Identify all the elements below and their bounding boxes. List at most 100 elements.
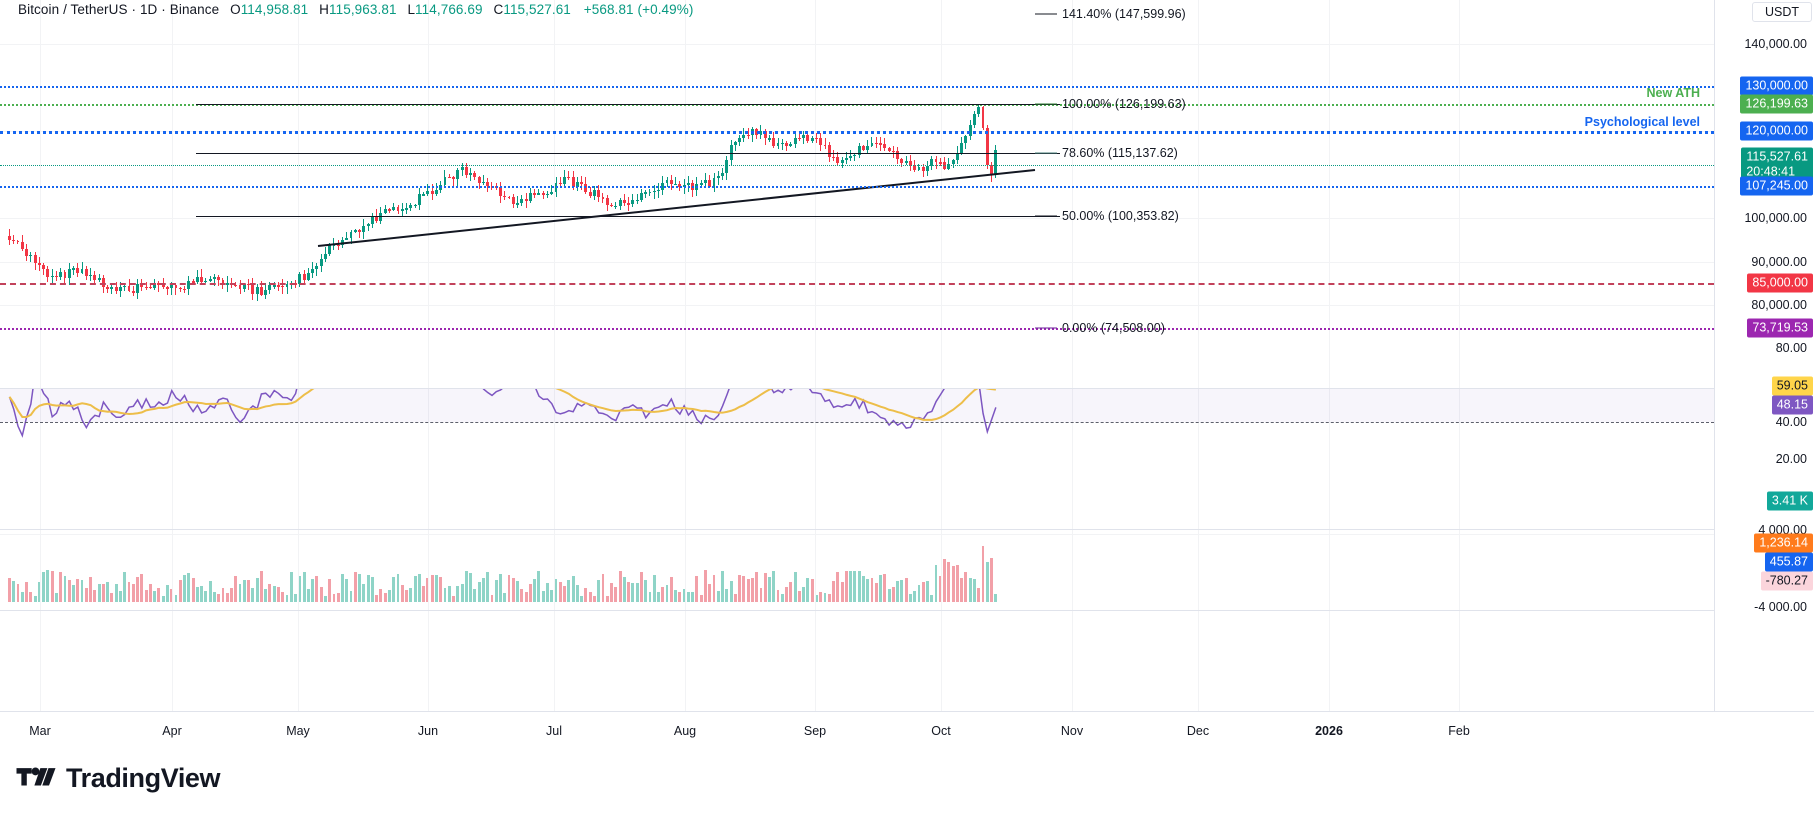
candle-body: [170, 285, 174, 289]
time-axis-label[interactable]: Jul: [546, 724, 562, 738]
candle-body: [148, 287, 152, 289]
candle-body: [575, 182, 579, 188]
time-axis[interactable]: Mar Apr May Jun Jul Aug Sep Oct Nov Dec 2026 Feb: [0, 711, 1814, 754]
fib-level-label: 78.60% (115,137.62): [1062, 146, 1178, 160]
volume-bar: [575, 584, 579, 602]
time-axis-label[interactable]: Aug: [673, 724, 697, 738]
time-axis-label[interactable]: Dec: [1186, 724, 1210, 738]
candle-body: [63, 272, 67, 279]
volume-bar: [183, 574, 186, 602]
time-axis-label[interactable]: Sep: [803, 724, 827, 738]
volume-bar: [704, 570, 707, 602]
candle-wick: [482, 174, 484, 185]
time-axis-label[interactable]: May: [286, 724, 310, 738]
grid-line-vertical: [40, 389, 41, 529]
price-axis-label[interactable]: 130,000.00: [1740, 76, 1813, 96]
fib-stub: [1035, 327, 1057, 329]
legend-symbol[interactable]: Bitcoin / TetherUS: [18, 2, 128, 17]
volume-bar: [516, 581, 520, 602]
volume-pane[interactable]: [0, 530, 1714, 610]
candle-body: [84, 269, 88, 277]
price-label-value: 120,000.00: [1745, 123, 1808, 138]
volume-bar: [951, 566, 955, 602]
price-axis-tick: 80,000.00: [1751, 298, 1807, 312]
macd-axis-label[interactable]: 1,236.14: [1754, 533, 1813, 553]
candle-body: [601, 197, 605, 199]
grid-line-vertical: [298, 611, 299, 711]
candle-body: [161, 284, 165, 288]
candle-body: [571, 177, 575, 188]
candle-wick: [209, 275, 211, 283]
volume-bar: [533, 578, 537, 602]
time-axis-label[interactable]: Jun: [417, 724, 439, 738]
volume-bar: [195, 586, 199, 602]
time-axis-label[interactable]: Nov: [1060, 724, 1084, 738]
candle-body: [806, 135, 810, 141]
volume-axis-label[interactable]: 3.41 K: [1766, 491, 1813, 511]
price-label-value: 3.41 K: [1771, 493, 1808, 508]
volume-bar: [72, 584, 75, 602]
legend-exchange[interactable]: Binance: [169, 2, 220, 17]
volume-bar: [699, 595, 703, 602]
candle-wick: [645, 190, 647, 198]
volume-bar: [682, 588, 686, 602]
tradingview-logo[interactable]: TradingView: [16, 763, 221, 794]
rsi-axis-label[interactable]: 48.15: [1771, 395, 1813, 415]
time-axis-label[interactable]: Oct: [931, 724, 951, 738]
volume-bar: [874, 583, 878, 602]
price-axis-label[interactable]: 120,000.00: [1740, 121, 1813, 141]
volume-bar: [298, 576, 302, 602]
volume-bar: [686, 592, 690, 602]
price-pane[interactable]: 141.40% (147,599.96) 100.00% (126,199.63)…: [0, 0, 1714, 388]
candle-wick: [423, 192, 425, 196]
candle-body: [430, 190, 434, 194]
volume-bar: [528, 584, 532, 602]
grid-line-vertical: [815, 611, 816, 711]
volume-bar: [652, 575, 656, 602]
candle-body: [456, 169, 460, 180]
candle-wick: [124, 283, 126, 292]
fib-stub: [1035, 215, 1057, 217]
price-axis-label[interactable]: 107,245.00: [1740, 176, 1813, 196]
volume-bar: [725, 588, 729, 602]
candle-wick: [559, 177, 561, 187]
tradingview-wordmark: TradingView: [66, 763, 221, 793]
grid-line-vertical: [554, 0, 555, 388]
candle-wick: [213, 273, 215, 286]
candle-body: [311, 269, 315, 274]
volume-bar: [601, 573, 605, 602]
candle-wick: [636, 193, 638, 204]
price-axis-label[interactable]: 73,719.53: [1747, 318, 1813, 338]
grid-line-vertical: [685, 389, 686, 529]
candle-body: [332, 244, 336, 247]
volume-bar: [101, 583, 105, 602]
macd-axis-label[interactable]: -780.27: [1760, 571, 1813, 591]
volume-bar: [546, 582, 549, 602]
time-axis-label[interactable]: Mar: [29, 724, 51, 738]
candle-wick: [935, 155, 937, 170]
candle-body: [819, 138, 823, 145]
time-axis-label[interactable]: Feb: [1448, 724, 1470, 738]
time-axis-label[interactable]: Apr: [162, 724, 182, 738]
price-axis[interactable]: USDT 140,000.00 120,000.00 100,000.00 90,00…: [1714, 0, 1814, 711]
price-axis-label[interactable]: 85,000.00: [1747, 273, 1813, 293]
candle-body: [947, 163, 951, 169]
candle-body: [72, 268, 75, 270]
macd-pane[interactable]: [0, 611, 1714, 711]
volume-bar: [960, 577, 964, 602]
volume-bar: [780, 593, 784, 602]
macd-axis-label[interactable]: 455.87: [1764, 552, 1813, 572]
rsi-axis-label[interactable]: 59.05: [1771, 376, 1813, 396]
legend-high-key: H: [319, 2, 329, 17]
volume-bar: [341, 573, 344, 602]
legend-interval[interactable]: 1D: [139, 2, 158, 17]
currency-badge[interactable]: USDT: [1751, 2, 1812, 22]
volume-bar: [819, 592, 823, 602]
volume-bar: [388, 590, 391, 602]
chart-legend[interactable]: Bitcoin / TetherUS · 1D · Binance O114,9…: [18, 2, 693, 17]
legend-low-value: 114,766.69: [415, 2, 483, 17]
price-axis-label[interactable]: 126,199.63: [1740, 94, 1813, 114]
time-axis-label[interactable]: 2026: [1315, 724, 1343, 738]
rsi-pane[interactable]: [0, 389, 1714, 529]
grid-line-vertical: [172, 530, 173, 610]
